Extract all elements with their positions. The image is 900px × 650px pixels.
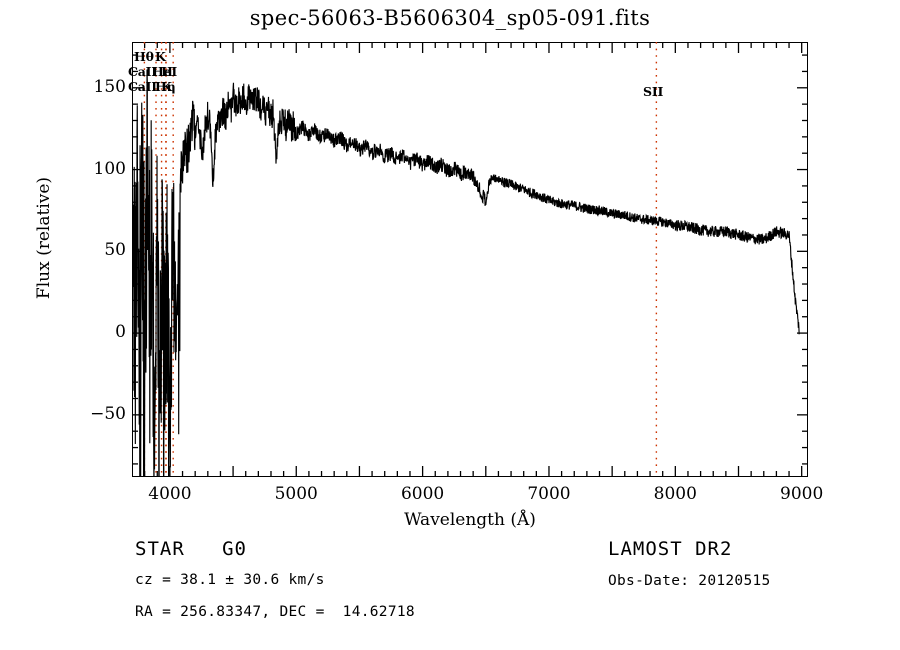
y-axis-label: Flux (relative) [34, 176, 54, 300]
x-tick-label: 6000 [400, 484, 445, 504]
x-tick-label: 5000 [274, 484, 318, 504]
survey-label: LAMOST DR2 [608, 538, 733, 560]
spectral-line-label: SII [643, 84, 664, 99]
y-tick-label: 50 [104, 240, 126, 261]
x-tick-label: 8000 [653, 484, 697, 504]
spectrum-plot [132, 42, 808, 477]
spectral-line-label: CaII H [128, 64, 173, 79]
x-tick-label: 7000 [527, 484, 571, 504]
spectral-line-label: CaII K [128, 79, 172, 94]
spectrum-curve [132, 69, 800, 477]
axis-ticks [132, 42, 808, 477]
obs-date-label: Obs-Date: 20120515 [608, 573, 771, 589]
page-title: spec-56063-B5606304_sp05-091.fits [249, 6, 651, 30]
y-tick-label: 100 [93, 158, 126, 179]
x-tick-label: 9000 [780, 484, 824, 504]
object-class-label: STAR G0 [135, 538, 247, 560]
x-tick-label: 4000 [148, 484, 192, 504]
spectral-line-label: HeI [152, 64, 178, 79]
x-axis-label: Wavelength (Å) [404, 510, 536, 530]
line-markers [143, 42, 658, 477]
spectral-line-label: Hη [155, 79, 176, 94]
y-tick-label: −50 [90, 403, 126, 424]
radial-velocity-label: cz = 38.1 ± 30.6 km/s [135, 572, 325, 588]
y-tick-label: 150 [93, 76, 126, 97]
spectral-line-label: Hθ [134, 49, 154, 64]
y-tick-labels: 150 100 50 0 −50 [64, 0, 126, 650]
spectral-line-label: K [155, 49, 166, 64]
y-tick-label: 0 [115, 322, 126, 343]
coordinates-label: RA = 256.83347, DEC = 14.62718 [135, 604, 415, 620]
